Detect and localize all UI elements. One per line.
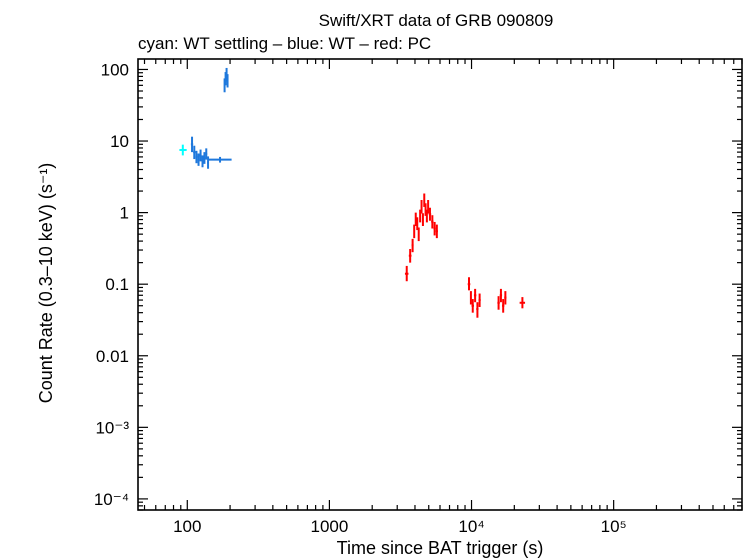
data-point	[423, 193, 426, 207]
data-layer	[179, 67, 526, 318]
data-point	[408, 249, 412, 263]
tick-layer: 100 1000 10⁴ 10⁵ 100 10 1 0.1 0.01 10⁻³ 10⁻⁴	[94, 59, 743, 536]
x-tick-label: 100	[173, 517, 201, 536]
series-wt	[190, 67, 232, 169]
data-point	[467, 277, 471, 291]
y-tick-label: 10⁻⁴	[94, 490, 129, 509]
data-point	[195, 150, 198, 164]
data-point	[203, 152, 206, 164]
data-point	[499, 288, 503, 303]
chart-subtitle: cyan: WT settling – blue: WT – red: PC	[138, 34, 431, 53]
data-point	[417, 227, 420, 242]
y-tick-label: 1	[120, 204, 129, 223]
y-tick-label: 0.01	[96, 347, 129, 366]
y-tick-label: 10⁻³	[95, 418, 129, 437]
data-point	[427, 200, 430, 214]
data-point	[476, 302, 479, 318]
data-point	[226, 74, 229, 88]
x-tick-label: 10⁵	[601, 517, 627, 536]
data-point	[201, 155, 204, 168]
data-point	[428, 207, 432, 221]
data-point	[404, 265, 409, 282]
data-point	[414, 212, 417, 227]
data-point	[205, 148, 208, 160]
data-point	[416, 217, 419, 231]
data-point	[425, 209, 428, 223]
y-tick-label: 10	[110, 132, 129, 151]
y-tick-label: 100	[101, 60, 129, 79]
chart-title: Swift/XRT data of GRB 090809	[319, 11, 554, 30]
data-point	[435, 224, 438, 239]
data-point	[421, 213, 424, 227]
data-point	[190, 136, 194, 153]
data-point	[179, 144, 187, 156]
y-tick-label: 0.1	[105, 275, 129, 294]
x-tick-label: 10⁴	[458, 517, 484, 536]
y-axis-label: Count Rate (0.3–10 keV) (s⁻¹)	[36, 163, 56, 404]
data-point	[504, 291, 507, 305]
data-point	[519, 297, 526, 309]
x-axis-label: Time since BAT trigger (s)	[337, 538, 544, 558]
x-tick-label: 1000	[310, 517, 348, 536]
data-point	[207, 156, 210, 169]
data-point	[478, 293, 481, 308]
data-point	[497, 296, 500, 310]
data-point	[471, 299, 474, 313]
data-point	[411, 238, 414, 253]
data-point	[431, 215, 434, 229]
data-point	[473, 288, 477, 303]
data-point	[193, 145, 196, 160]
data-point	[502, 299, 505, 313]
data-point	[208, 156, 232, 163]
series-wt-settling	[179, 144, 187, 156]
data-point	[197, 153, 200, 166]
data-point	[433, 221, 436, 236]
series-pc	[404, 193, 526, 318]
data-point	[419, 209, 422, 223]
data-point	[413, 224, 416, 239]
data-point	[199, 149, 202, 162]
data-point	[469, 291, 472, 305]
data-point	[420, 200, 423, 214]
